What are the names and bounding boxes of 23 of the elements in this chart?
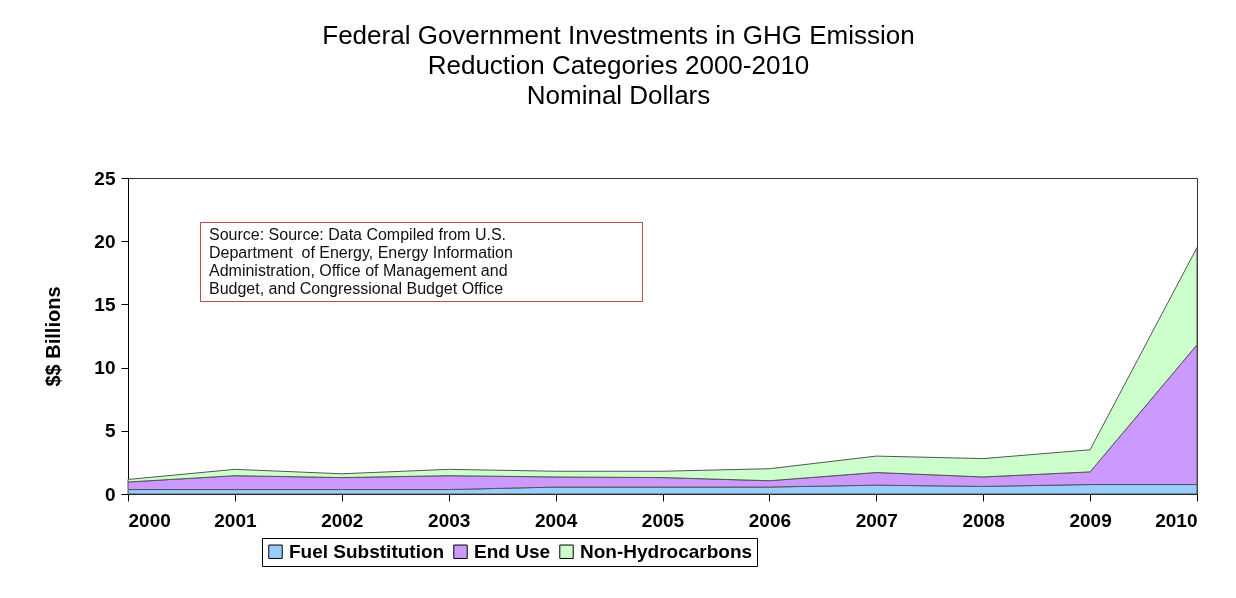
y-tick-label: 5	[104, 420, 116, 442]
x-tick-label: 2002	[321, 509, 364, 531]
x-tick-label: 2010	[1155, 509, 1198, 531]
chart-title: Federal Government Investments in GHG Emission Reduction Categories 2000-2010 Nominal Dollars	[322, 20, 915, 110]
x-tick-label: 2001	[214, 509, 257, 531]
y-tick-label: 10	[94, 357, 116, 379]
y-tick-label: 25	[94, 167, 116, 189]
legend-label: Fuel Substitution	[289, 540, 445, 562]
x-tick-label: 2000	[128, 509, 171, 531]
x-tick-label: 2009	[1069, 509, 1112, 531]
legend-label: End Use	[474, 540, 551, 562]
legend-label: Non-Hydrocarbons	[580, 540, 753, 562]
y-tick-label: 0	[104, 483, 116, 505]
x-tick-label: 2008	[962, 509, 1005, 531]
x-tick-label: 2007	[855, 509, 898, 531]
note-box: Source: Source: Data Compiled from U.S. Department of Energy, Energy Information Administration, Office of Management and Budget, and Congressional Budget Office	[200, 222, 643, 302]
y-tick-label: 15	[94, 293, 116, 315]
x-tick-label: 2003	[428, 509, 471, 531]
x-tick-label: 2004	[534, 509, 578, 531]
x-tick-label: 2005	[641, 509, 685, 531]
y-tick-label: 20	[94, 230, 116, 252]
y-axis-title: $$ Billions	[42, 286, 65, 387]
x-tick-label: 2006	[748, 509, 792, 531]
